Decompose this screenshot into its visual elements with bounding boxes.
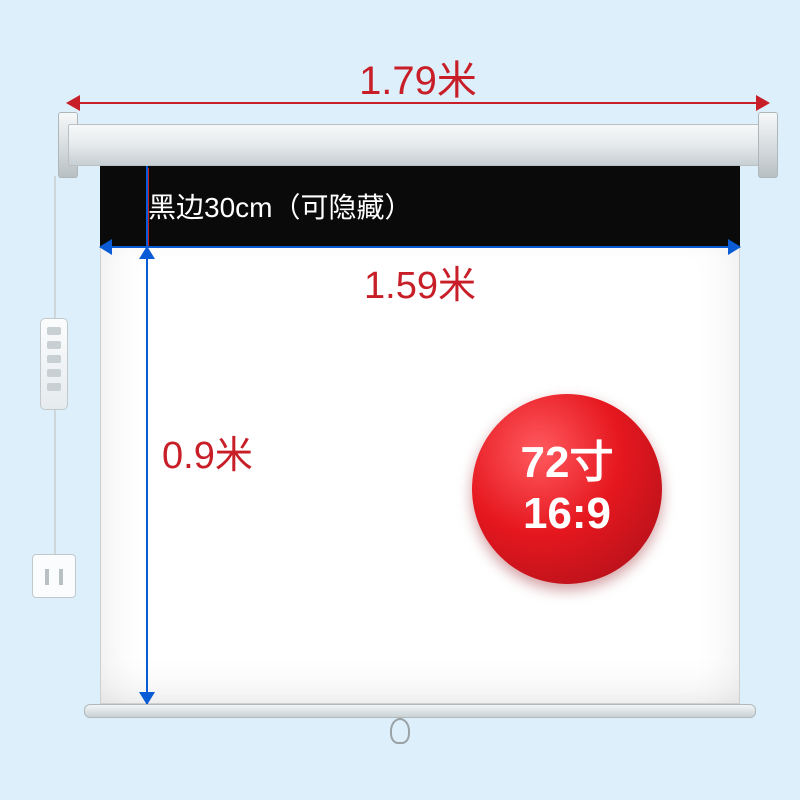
wall-outlet xyxy=(32,554,76,598)
screen-height-label: 0.9米 xyxy=(162,424,253,479)
arrow-up-icon xyxy=(139,246,155,259)
black-border-label: 黑边30cm（可隐藏） xyxy=(148,186,412,226)
bottom-weight-bar xyxy=(84,704,756,718)
size-badge: 72寸 16:9 xyxy=(472,394,662,584)
total-width-dimension: 1.79米 xyxy=(68,40,768,120)
remote-control xyxy=(40,318,68,410)
black-border-strip: 黑边30cm（可隐藏） xyxy=(100,166,740,246)
screen-width-label: 1.59米 xyxy=(100,254,740,309)
screen-width-dimension xyxy=(100,246,740,248)
pull-ring xyxy=(390,718,410,744)
projection-screen: 黑边30cm（可隐藏） 1.59米 0.9米 72寸 16:9 xyxy=(100,166,740,704)
total-width-label: 1.79米 xyxy=(68,48,768,106)
badge-ratio: 16:9 xyxy=(523,489,611,540)
casing-endcap-right xyxy=(758,112,778,178)
screen-casing xyxy=(68,124,768,166)
badge-size: 72寸 xyxy=(521,438,614,489)
